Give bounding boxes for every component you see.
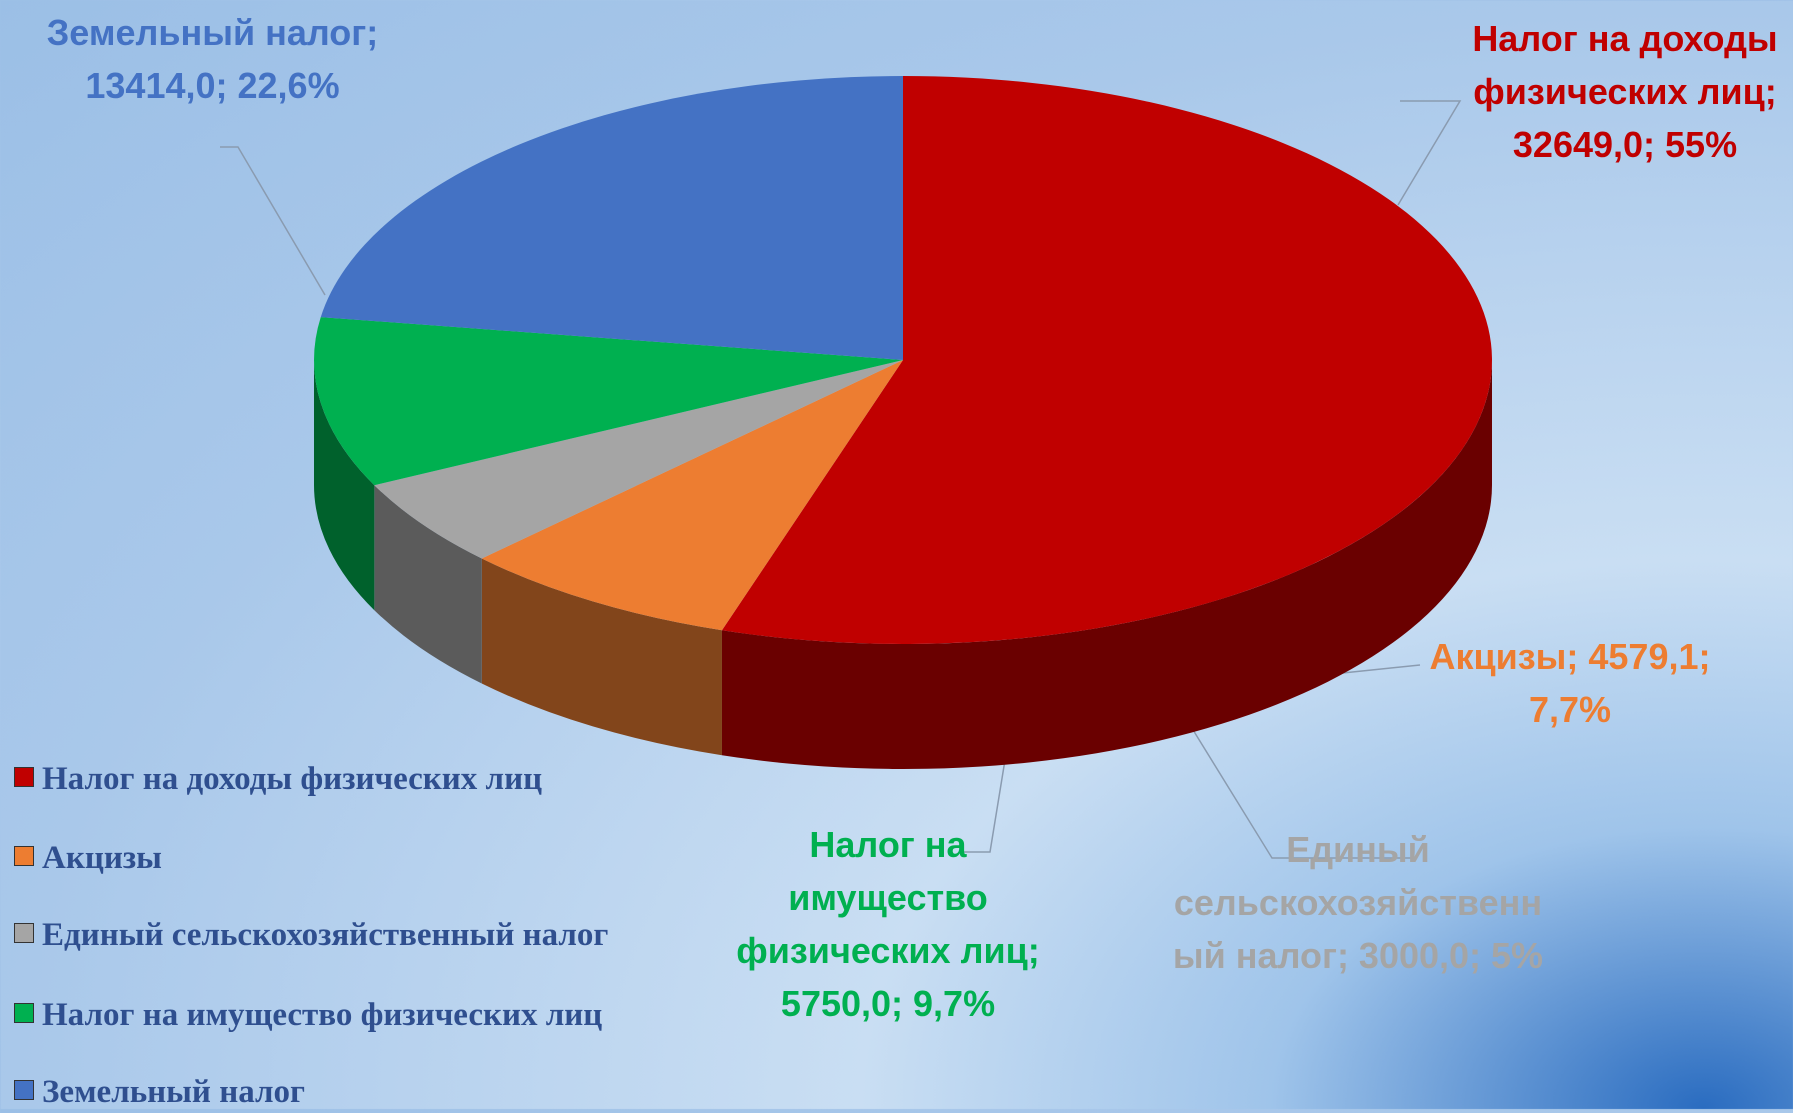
legend-label: Земельный налог xyxy=(42,1074,306,1110)
slice xyxy=(721,76,1492,644)
slice xyxy=(481,360,903,631)
legend-label: Акцизы xyxy=(42,840,162,876)
data-label: Земельный налог; 13414,0; 22,6% xyxy=(46,12,379,106)
legend-item: Земельный налог xyxy=(14,1071,634,1113)
leader-lines xyxy=(220,100,1462,859)
legend-swatch xyxy=(14,923,34,943)
legend-label: Единый сельскохозяйственный налог xyxy=(42,917,609,953)
data-label: Налог на доходы физических лиц; 32649,0;… xyxy=(1472,18,1778,165)
legend-item: Единый сельскохозяйственный налог xyxy=(14,914,634,956)
pie xyxy=(314,76,1492,769)
legend-item: Налог на доходы физических лиц xyxy=(14,758,634,800)
leader-line xyxy=(960,759,1006,853)
slice-side xyxy=(721,360,1492,769)
data-label: Налог на имущество физических лиц; 5750,… xyxy=(736,824,1040,1024)
slice xyxy=(320,76,903,360)
leader-line xyxy=(220,146,326,296)
leader-line xyxy=(1189,724,1412,859)
legend-swatch xyxy=(14,846,34,866)
slice-side xyxy=(481,558,722,756)
slice xyxy=(314,317,903,486)
data-label: Единый сельскохозяйственный налог; 3000,… xyxy=(1172,829,1544,976)
data-label: Акцизы; 4579,1; 7,7% xyxy=(1429,636,1711,730)
legend-item: Акцизы xyxy=(14,837,634,879)
legend-item: Налог на имущество физических лиц xyxy=(14,994,634,1036)
legend-label: Налог на имущество физических лиц xyxy=(42,997,603,1033)
slice-side xyxy=(374,485,482,684)
slice-side xyxy=(314,360,375,611)
legend-swatch xyxy=(14,1080,34,1100)
leader-line xyxy=(1397,100,1462,206)
legend-swatch xyxy=(14,1003,34,1023)
slice xyxy=(374,360,903,559)
legend-label: Налог на доходы физических лиц xyxy=(42,761,543,797)
legend-swatch xyxy=(14,767,34,787)
